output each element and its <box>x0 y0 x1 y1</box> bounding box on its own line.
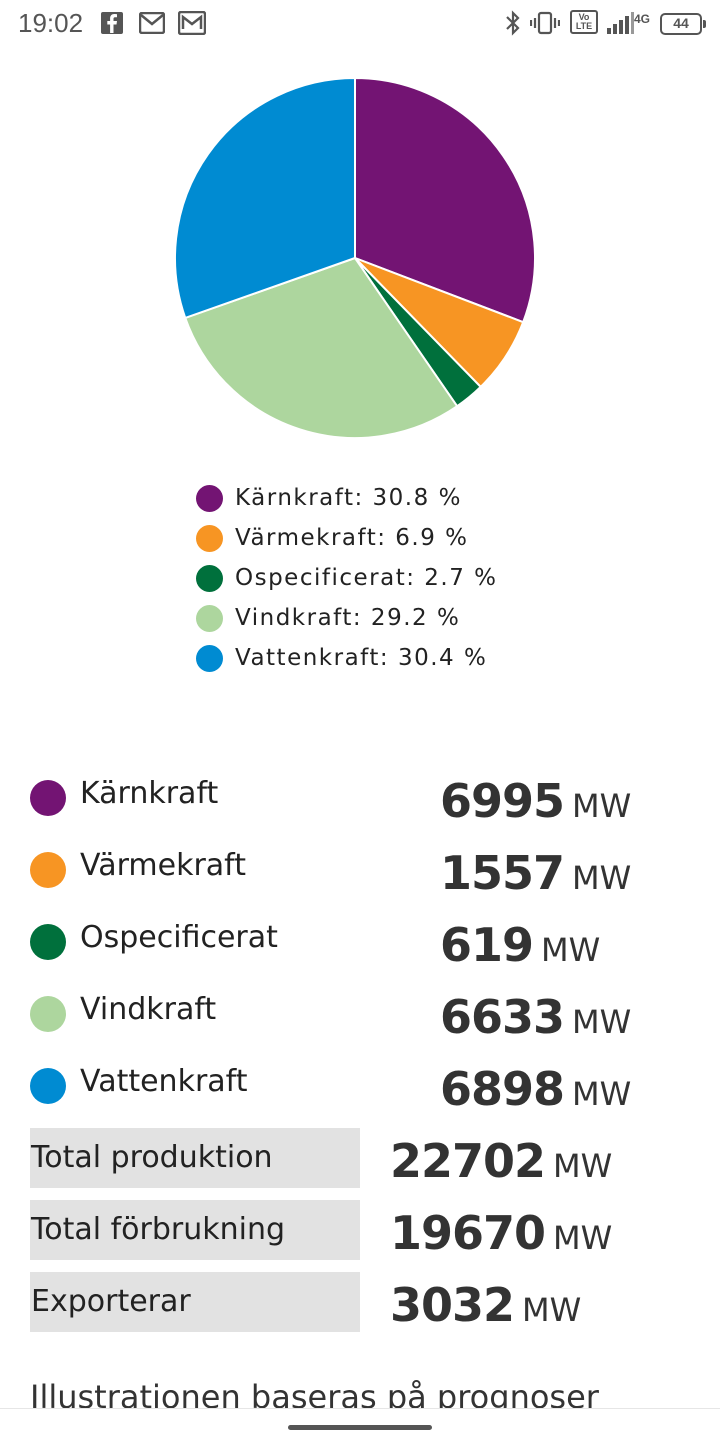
legend-dot <box>196 604 223 632</box>
total-value: 19670 MW <box>390 1206 613 1260</box>
pie-slice-vattenkraft <box>174 76 356 320</box>
legend-dot <box>196 484 223 512</box>
unit-label: MW <box>572 859 632 897</box>
total-row-consumption: Total förbrukning 19670 MW <box>30 1200 690 1272</box>
home-gesture-handle[interactable] <box>288 1425 432 1430</box>
volte-icon: Vo LTE <box>570 10 598 34</box>
total-value: 22702 MW <box>390 1134 613 1188</box>
status-time: 19:02 <box>18 8 84 38</box>
bluetooth-icon <box>504 10 522 36</box>
legend-label: Kärnkraft: 30.8 % <box>235 485 462 511</box>
source-dot <box>30 1068 66 1104</box>
unit-label: MW <box>522 1291 582 1329</box>
legend-item-vattenkraft: Vattenkraft: 30.4 % <box>196 638 498 678</box>
total-value: 3032 MW <box>390 1278 582 1332</box>
legend-dot <box>196 564 223 592</box>
source-dot <box>30 996 66 1032</box>
production-list: Kärnkraft 6995 MW Värmekraft 1557 MW Ospec… <box>30 762 690 1122</box>
legend-dot <box>196 524 223 552</box>
source-dot <box>30 924 66 960</box>
total-label: Total förbrukning <box>30 1200 360 1260</box>
legend-label: Ospecificerat: 2.7 % <box>235 565 498 591</box>
production-row-vindkraft: Vindkraft 6633 MW <box>30 978 690 1050</box>
pie-legend: Kärnkraft: 30.8 % Värmekraft: 6.9 % Ospe… <box>196 478 498 678</box>
total-label: Exporterar <box>30 1272 360 1332</box>
gmail-icon <box>139 10 165 36</box>
source-label: Vattenkraft <box>80 1064 248 1099</box>
status-bar: 19:02 Vo LTE 4G 44 <box>0 0 720 50</box>
production-row-karnkraft: Kärnkraft 6995 MW <box>30 762 690 834</box>
network-type-label: 4G <box>634 12 651 26</box>
unit-label: MW <box>541 931 601 969</box>
source-value: 6633 MW <box>440 990 632 1044</box>
legend-label: Vindkraft: 29.2 % <box>235 605 461 631</box>
source-value: 6995 MW <box>440 774 632 828</box>
vibrate-icon <box>530 10 560 36</box>
unit-label: MW <box>572 1075 632 1113</box>
total-label: Total produktion <box>30 1128 360 1188</box>
source-value: 6898 MW <box>440 1062 632 1116</box>
production-row-vattenkraft: Vattenkraft 6898 MW <box>30 1050 690 1122</box>
facebook-icon <box>100 10 124 36</box>
source-label: Vindkraft <box>80 992 217 1027</box>
unit-label: MW <box>553 1147 613 1185</box>
pie-slice-vindkraft <box>183 256 459 439</box>
source-dot <box>30 852 66 888</box>
unit-label: MW <box>572 1003 632 1041</box>
legend-item-ospecificerat: Ospecificerat: 2.7 % <box>196 558 498 598</box>
gmail-icon <box>178 10 206 36</box>
legend-item-varmekraft: Värmekraft: 6.9 % <box>196 518 498 558</box>
pie-slice-k-rnkraft <box>354 76 536 324</box>
total-row-production: Total produktion 22702 MW <box>30 1128 690 1200</box>
source-label: Värmekraft <box>80 848 246 883</box>
legend-item-vindkraft: Vindkraft: 29.2 % <box>196 598 498 638</box>
navigation-bar <box>0 1408 720 1441</box>
unit-label: MW <box>572 787 632 825</box>
source-label: Kärnkraft <box>80 776 219 811</box>
legend-label: Vattenkraft: 30.4 % <box>235 645 488 671</box>
legend-dot <box>196 644 223 672</box>
battery-icon: 44 <box>660 13 706 35</box>
production-row-ospecificerat: Ospecificerat 619 MW <box>30 906 690 978</box>
production-row-varmekraft: Värmekraft 1557 MW <box>30 834 690 906</box>
legend-item-karnkraft: Kärnkraft: 30.8 % <box>196 478 498 518</box>
legend-label: Värmekraft: 6.9 % <box>235 525 469 551</box>
unit-label: MW <box>553 1219 613 1257</box>
energy-pie-chart <box>174 76 536 439</box>
source-value: 619 MW <box>440 918 601 972</box>
source-label: Ospecificerat <box>80 920 278 955</box>
total-row-export: Exporterar 3032 MW <box>30 1272 690 1344</box>
source-dot <box>30 780 66 816</box>
source-value: 1557 MW <box>440 846 632 900</box>
totals-list: Total produktion 22702 MW Total förbrukni… <box>30 1128 690 1344</box>
signal-icon <box>606 10 634 36</box>
